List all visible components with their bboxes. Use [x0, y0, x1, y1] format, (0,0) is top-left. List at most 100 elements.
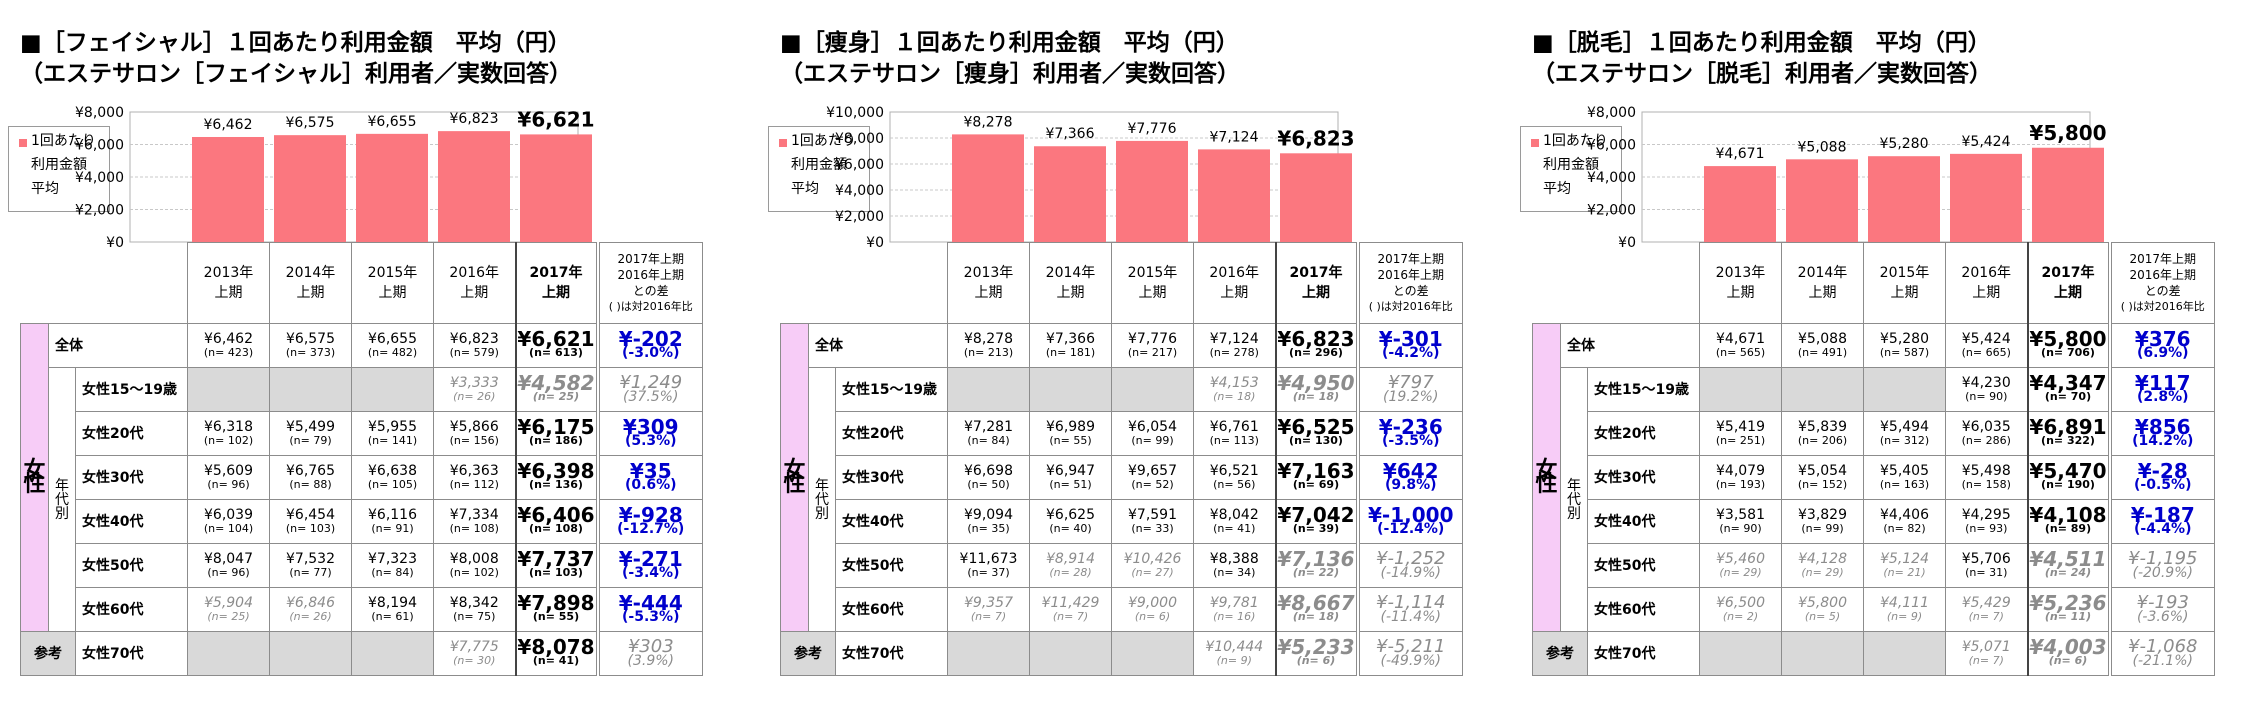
value-cell: ¥6,525 (n= 130)	[1274, 411, 1359, 456]
bar-chart: ¥10,000 ¥8,000 ¥6,000 ¥4,000 ¥2,000 ¥0 ¥8,278 ¥…	[826, 105, 1355, 251]
value-cell: ¥6,521 (n= 56)	[1193, 455, 1276, 500]
value-cell: ¥6,625 (n= 40)	[1029, 499, 1112, 544]
empty-cell	[947, 631, 1030, 676]
value-cell: ¥4,128 (n= 29)	[1781, 543, 1864, 588]
legend-swatch	[19, 139, 27, 147]
value-cell: ¥5,498 (n= 158)	[1945, 455, 2028, 500]
row-label: 女性40代	[1587, 499, 1700, 544]
value-cell: ¥8,194 (n= 61)	[351, 587, 434, 632]
value-cell: ¥7,042 (n= 39)	[1274, 499, 1359, 544]
value-cell: ¥3,333 (n= 26)	[433, 367, 516, 412]
bar-value-label: ¥6,823	[1277, 126, 1354, 150]
value-cell: ¥5,609 (n= 96)	[187, 455, 270, 500]
row-label: 女性40代	[75, 499, 188, 544]
column-header: 2013年 上期	[947, 242, 1030, 324]
table-row: 女性40代 ¥3,581 (n= 90) ¥3,829 (n= 99) ¥4,406 (n=…	[1533, 499, 2215, 544]
value-cell: ¥6,575 (n= 373)	[269, 323, 352, 368]
table-row: 女性40代 ¥6,039 (n= 104) ¥6,454 (n= 103) ¥6,116(…	[21, 499, 703, 544]
panel-title: ■［フェイシャル］１回あたり利用金額 平均（円） （エステサロン［フェイシャル］利…	[20, 28, 572, 90]
empty-cell	[351, 631, 434, 676]
value-cell: ¥4,230 (n= 90)	[1945, 367, 2028, 412]
value-cell: ¥6,039 (n= 104)	[187, 499, 270, 544]
column-header: 2014年 上期	[1781, 242, 1864, 324]
bar	[192, 136, 264, 242]
value-cell: ¥6,363 (n= 112)	[433, 455, 516, 500]
bar-value-label: ¥5,280	[1880, 136, 1929, 152]
value-cell: ¥7,136 (n= 22)	[1274, 543, 1359, 588]
y-tick-label: ¥6,000	[835, 157, 884, 173]
diff-cell: ¥-187 (-4.4%)	[2107, 499, 2215, 544]
bar-value-label: ¥7,776	[1128, 121, 1177, 137]
value-cell: ¥5,800 (n= 706)	[2026, 323, 2111, 368]
empty-cell	[269, 631, 352, 676]
row-label: 女性15～19歳	[835, 367, 948, 412]
value-cell: ¥9,357 (n= 7)	[947, 587, 1030, 632]
value-cell: ¥5,460 (n= 29)	[1699, 543, 1782, 588]
y-tick-label: ¥4,000	[835, 183, 884, 199]
row-label: 女性70代	[75, 631, 188, 676]
panel-subtitle-line: （エステサロン［脱毛］利用者／実数回答）	[1532, 61, 1992, 87]
diff-cell: ¥1,249 (37.5%)	[595, 367, 703, 412]
value-cell: ¥5,233 (n= 6)	[1274, 631, 1359, 676]
reference-label: 参考	[20, 631, 76, 676]
value-cell: ¥5,071 (n= 7)	[1945, 631, 2028, 676]
value-cell: ¥5,904 (n= 25)	[187, 587, 270, 632]
diff-cell: ¥-202 (-3.0%)	[595, 323, 703, 368]
value-cell: ¥8,914 (n= 28)	[1029, 543, 1112, 588]
bar	[1034, 146, 1106, 242]
empty-cell	[947, 367, 1030, 412]
value-cell: ¥6,116 (n= 91)	[351, 499, 434, 544]
diff-cell: ¥642 (9.8%)	[1355, 455, 1463, 500]
row-label: 全体	[808, 323, 948, 368]
row-label: 全体	[48, 323, 188, 368]
empty-cell	[351, 367, 434, 412]
table-row: 女性60代 ¥9,357 (n= 7) ¥11,429 (n= 7) ¥9,000 (n= …	[781, 587, 1463, 632]
value-cell: ¥11,429 (n= 7)	[1029, 587, 1112, 632]
table-row: 年代別女性15～19歳 ¥4,230 (n= 90) ¥4,347 (n= 70) ¥11…	[1533, 367, 2215, 632]
panel-title-line: ■［脱毛］１回あたり利用金額 平均（円）	[1532, 30, 1991, 56]
value-cell: ¥6,823 (n= 296)	[1274, 323, 1359, 368]
female-label: 女性	[1532, 323, 1561, 632]
age-group-label: 年代別	[1560, 367, 1588, 632]
legend-label: 1回あたり	[31, 133, 96, 149]
diff-cell: ¥-271 (-3.4%)	[595, 543, 703, 588]
diff-cell: ¥856 (14.2%)	[2107, 411, 2215, 456]
y-tick-label: ¥6,000	[75, 138, 124, 154]
value-cell: ¥4,406 (n= 82)	[1863, 499, 1946, 544]
value-cell: ¥6,054 (n= 99)	[1111, 411, 1194, 456]
empty-cell	[187, 367, 270, 412]
row-label: 女性60代	[1587, 587, 1700, 632]
legend-swatch	[1531, 139, 1539, 147]
value-cell: ¥9,094 (n= 35)	[947, 499, 1030, 544]
diff-cell: ¥-928 (-12.7%)	[595, 499, 703, 544]
table-row: 女性30代 ¥6,698 (n= 50) ¥6,947 (n= 51) ¥9,657 (n=…	[781, 455, 1463, 500]
value-cell: ¥5,405 (n= 163)	[1863, 455, 1946, 500]
legend-label: 利用金額	[791, 157, 847, 173]
value-cell: ¥5,236 (n= 11)	[2026, 587, 2111, 632]
diff-cell: ¥797 (19.2%)	[1355, 367, 1463, 412]
diff-cell: ¥-1,114 (-11.4%)	[1355, 587, 1463, 632]
column-header: 2016年 上期	[1945, 242, 2028, 324]
bar-value-label: ¥8,278	[964, 114, 1013, 130]
value-cell: ¥8,278 (n= 213)	[947, 323, 1030, 368]
value-cell: ¥6,989 (n= 55)	[1029, 411, 1112, 456]
age-group-label: 年代別	[808, 367, 836, 632]
row-label: 全体	[1560, 323, 1700, 368]
bar	[1950, 153, 2022, 242]
value-cell: ¥4,671 (n= 565)	[1699, 323, 1782, 368]
bar-value-label: ¥5,424	[1962, 134, 2011, 150]
value-cell: ¥8,042 (n= 41)	[1193, 499, 1276, 544]
bar	[438, 131, 510, 242]
y-tick-label: ¥2,000	[75, 203, 124, 219]
age-group-label: 年代別	[48, 367, 76, 632]
value-cell: ¥7,323 (n= 84)	[351, 543, 434, 588]
y-tick-label: ¥4,000	[1587, 170, 1636, 186]
value-cell: ¥4,153 (n= 18)	[1193, 367, 1276, 412]
y-tick-label: ¥2,000	[835, 209, 884, 225]
value-cell: ¥5,706 (n= 31)	[1945, 543, 2028, 588]
value-cell: ¥7,163 (n= 69)	[1274, 455, 1359, 500]
diff-cell: ¥309 (5.3%)	[595, 411, 703, 456]
value-cell: ¥8,078 (n= 41)	[514, 631, 599, 676]
chart-legend: 1回あたり 利用金額 平均	[8, 126, 110, 212]
value-cell: ¥6,947 (n= 51)	[1029, 455, 1112, 500]
